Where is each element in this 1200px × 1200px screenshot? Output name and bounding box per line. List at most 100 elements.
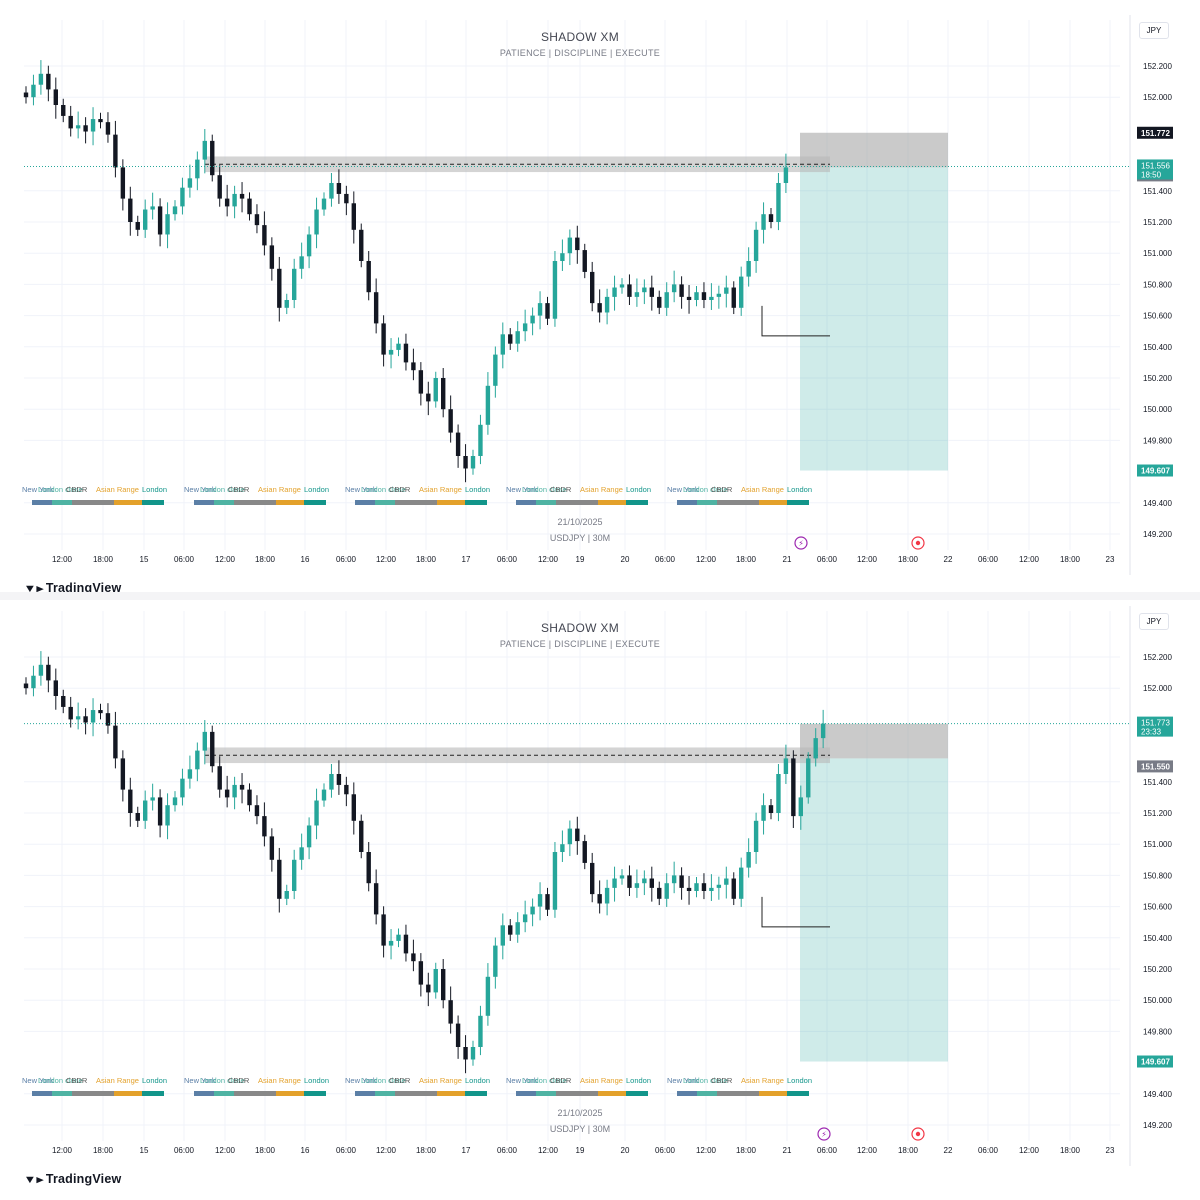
candle-body <box>418 370 424 394</box>
session-label: CBDR <box>66 1076 88 1085</box>
price-tick-label: 151.200 <box>1143 809 1172 818</box>
session-bar-asian <box>276 500 304 505</box>
candle-body <box>627 875 632 888</box>
chart-canvas[interactable]: 152.200 152.000 151.400 151.200 151.000 150.8… <box>0 0 1200 600</box>
time-tick-label: 06:00 <box>655 1146 676 1155</box>
session-bar-cbdr <box>234 500 276 505</box>
time-tick-label: 17 <box>462 555 471 564</box>
time-tick-label: 19 <box>576 1146 585 1155</box>
event-lightning-icon <box>817 1127 831 1141</box>
time-tick-label: 18:00 <box>1060 1146 1081 1155</box>
stop-price-label-bg <box>1137 126 1173 139</box>
session-bar-asian <box>437 1091 465 1096</box>
tradingview-brand[interactable]: ▼▸ TradingView <box>23 1172 122 1186</box>
brand-name: TradingView <box>45 1172 122 1186</box>
time-tick-label: 12:00 <box>538 1146 559 1155</box>
time-tick-label: 06:00 <box>336 555 357 564</box>
time-tick-label: 22 <box>944 1146 953 1155</box>
candle-body <box>552 261 558 319</box>
price-tick-label: 150.000 <box>1143 996 1172 1005</box>
candle-body <box>686 887 692 891</box>
session-bar-newyork <box>355 500 375 505</box>
candle-body <box>761 805 766 821</box>
session-bar-london <box>787 1091 809 1096</box>
candle-body <box>105 713 111 726</box>
candle-body <box>344 193 349 204</box>
session-bar-cbdr <box>717 500 759 505</box>
price-tick-label: 152.200 <box>1143 653 1172 662</box>
session-label: CBDR <box>711 1076 733 1085</box>
tradingview-logo-icon: ▼▸ <box>23 1174 44 1186</box>
candle-body <box>560 844 565 852</box>
candle-body <box>143 800 148 821</box>
candle-body <box>530 315 535 324</box>
candle-body <box>254 214 260 226</box>
candle-body <box>634 292 640 297</box>
current-price-bg <box>1137 716 1173 737</box>
session-label: London <box>787 1076 812 1085</box>
candle-body <box>597 303 602 313</box>
candle-body <box>619 284 625 288</box>
chart-panel-bottom[interactable]: 152.200 152.000 151.400 151.200 151.000 150.8… <box>0 600 1200 1200</box>
session-bar-asian <box>276 1091 304 1096</box>
candle-body <box>820 723 826 739</box>
candle-body <box>515 331 520 344</box>
chart-canvas[interactable]: 152.200 152.000 151.400 151.200 151.000 150.8… <box>0 600 1200 1200</box>
entry-price-label-bg <box>1137 760 1173 773</box>
candle-body <box>135 813 140 821</box>
currency-button[interactable]: JPY <box>1139 22 1169 39</box>
candle-body <box>753 229 759 261</box>
time-tick-label: 12:00 <box>1019 555 1040 564</box>
session-bar-cbdr <box>234 1091 276 1096</box>
candle-body <box>120 167 126 199</box>
session-label: Asian Range <box>580 485 623 494</box>
candle-body <box>798 797 803 817</box>
candle-body <box>143 209 148 230</box>
candle-body <box>545 303 550 319</box>
candle-body <box>590 862 595 895</box>
price-tick-label: 150.200 <box>1143 374 1172 383</box>
candle-body <box>396 343 401 350</box>
candle-body <box>418 961 424 985</box>
candle-body <box>373 292 379 324</box>
time-tick-label: 12:00 <box>857 555 878 564</box>
candle-body <box>306 825 312 848</box>
chart-panel-top[interactable]: 152.200 152.000 151.400 151.200 151.000 150.8… <box>0 0 1200 600</box>
candle-body <box>98 710 103 714</box>
current-price-label: 151.556 <box>1141 161 1170 170</box>
current-price-label: 151.773 <box>1141 719 1170 728</box>
candle-body <box>38 73 44 85</box>
candle-body <box>68 706 73 720</box>
candle-body <box>351 794 356 821</box>
candle-body <box>329 183 334 199</box>
time-tick-label: 18:00 <box>1060 555 1081 564</box>
candle-body <box>493 945 498 977</box>
candle-body <box>23 92 29 98</box>
session-bar-londonclose <box>536 1091 556 1096</box>
candle-body <box>68 115 73 129</box>
candle-body <box>560 253 565 261</box>
session-bar-cbdr <box>556 500 598 505</box>
candle-body <box>746 852 751 868</box>
candle-body <box>23 683 29 689</box>
candle-body <box>716 293 722 297</box>
currency-button[interactable]: JPY <box>1139 613 1169 630</box>
candle-body <box>157 206 163 235</box>
watermark-date: 21/10/2025 <box>557 1108 603 1118</box>
candle-body <box>604 296 610 313</box>
candle-body <box>806 758 811 798</box>
candle-body <box>455 432 461 456</box>
candle-body <box>306 234 312 257</box>
candle-body <box>567 828 573 845</box>
current-price-bg <box>1137 159 1173 180</box>
session-label: London <box>465 485 490 494</box>
candle-body <box>262 816 267 837</box>
session-label: CBDR <box>550 485 572 494</box>
candle-body <box>679 284 684 297</box>
session-bar-cbdr <box>717 1091 759 1096</box>
candle-body <box>403 934 409 954</box>
candle-body <box>269 245 275 269</box>
session-bar-newyork <box>677 1091 697 1096</box>
candle-body <box>388 349 394 355</box>
candle-body <box>277 268 282 308</box>
